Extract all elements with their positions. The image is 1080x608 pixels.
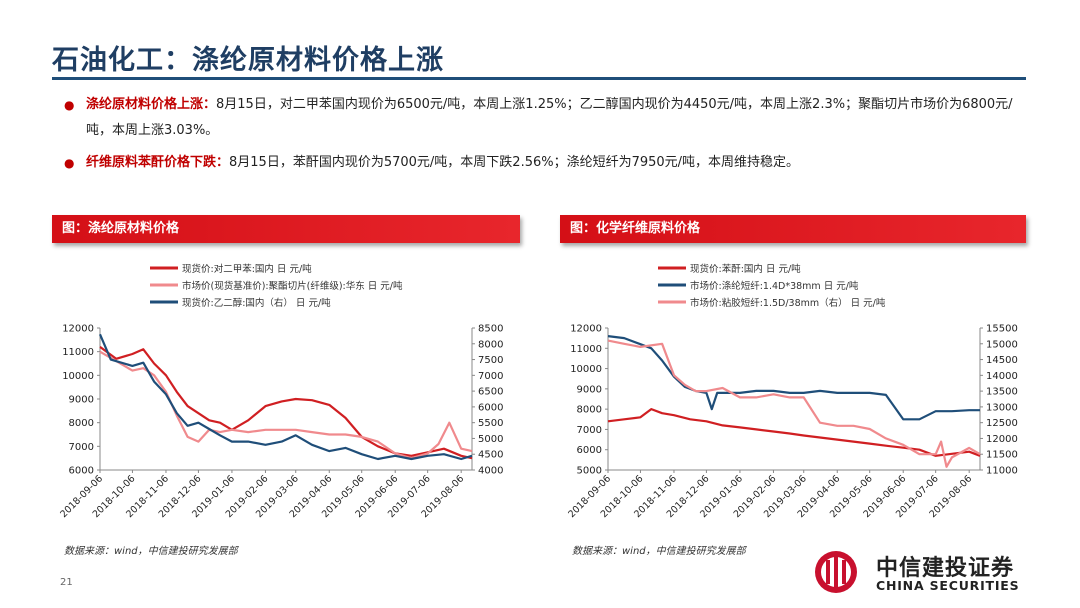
brand-name-cn: 中信建投证券 xyxy=(876,556,1015,581)
y-right-tick-label: 5000 xyxy=(478,434,503,445)
y-left-tick-label: 10000 xyxy=(570,364,602,375)
y-right-tick-label: 12500 xyxy=(986,418,1018,429)
title-divider xyxy=(52,77,1026,80)
chart-banner-left: 图：涤纶原材料价格 xyxy=(52,215,520,243)
y-right-tick-label: 11000 xyxy=(986,466,1018,477)
y-right-tick-label: 4000 xyxy=(478,466,503,477)
y-right-tick-label: 14000 xyxy=(986,371,1018,382)
bullet-text: 8月15日，对二甲苯国内现价为6500元/吨，本周上涨1.25%；乙二醇国内现价… xyxy=(86,97,1013,138)
y-left-tick-label: 11000 xyxy=(62,347,94,358)
source-note-right: 数据来源：wind，中信建投研究发展部 xyxy=(572,546,746,557)
y-left-tick-label: 9000 xyxy=(69,395,94,406)
series-line xyxy=(99,350,473,460)
y-left-tick-label: 9000 xyxy=(577,384,602,395)
y-right-tick-label: 7000 xyxy=(478,371,503,382)
y-right-tick-label: 11500 xyxy=(986,450,1018,461)
legend-label: 市场价:粘胶短纤:1.5D/38mm（右） 日 元/吨 xyxy=(690,297,886,309)
y-right-tick-label: 5500 xyxy=(478,418,503,429)
series-line xyxy=(98,333,473,461)
y-left-tick-label: 7000 xyxy=(69,442,94,453)
y-left-tick-label: 8000 xyxy=(577,405,602,416)
bullet-text: 8月15日，苯酐国内现价为5700元/吨，本周下跌2.56%；涤纶短纤为7950… xyxy=(229,155,800,170)
legend-label: 现货价:对二甲苯:国内 日 元/吨 xyxy=(182,263,312,275)
legend-label: 现货价:乙二醇:国内（右） 日 元/吨 xyxy=(182,297,331,309)
y-right-tick-label: 15000 xyxy=(986,339,1018,350)
brand-name-en: CHINA SECURITIES xyxy=(876,578,1020,593)
bullet-item: ● 涤纶原材料价格上涨：8月15日，对二甲苯国内现价为6500元/吨，本周上涨1… xyxy=(62,92,1022,144)
y-right-tick-label: 15500 xyxy=(986,324,1018,335)
series-line xyxy=(607,339,981,468)
bullet-dot-icon: ● xyxy=(64,98,75,112)
y-right-tick-label: 8000 xyxy=(478,339,503,350)
y-left-tick-label: 6000 xyxy=(577,445,602,456)
citic-logo-icon xyxy=(815,551,857,593)
series-line xyxy=(607,335,980,421)
legend-label: 市场价:涤纶短纤:1.4D*38mm 日 元/吨 xyxy=(690,280,859,292)
page-number: 21 xyxy=(60,577,73,588)
y-left-tick-label: 11000 xyxy=(570,344,602,355)
y-left-tick-label: 5000 xyxy=(577,466,602,477)
bullet-dot-icon: ● xyxy=(64,156,75,170)
y-right-tick-label: 4500 xyxy=(478,450,503,461)
y-right-tick-label: 8500 xyxy=(478,324,503,335)
y-right-tick-label: 14500 xyxy=(986,355,1018,366)
y-left-tick-label: 8000 xyxy=(69,418,94,429)
chart-banner-right: 图：化学纤维原料价格 xyxy=(560,215,1026,243)
page-title: 石油化工：涤纶原材料价格上涨 xyxy=(52,45,444,76)
y-left-tick-label: 12000 xyxy=(62,324,94,335)
y-left-tick-label: 12000 xyxy=(570,324,602,335)
y-right-tick-label: 6500 xyxy=(478,387,503,398)
y-right-tick-label: 6000 xyxy=(478,402,503,413)
series-line xyxy=(607,408,981,457)
y-right-tick-label: 7500 xyxy=(478,355,503,366)
y-left-tick-label: 10000 xyxy=(62,371,94,382)
bullet-heading: 涤纶原材料价格上涨： xyxy=(86,97,217,112)
source-note-left: 数据来源：wind，中信建投研究发展部 xyxy=(64,546,238,557)
y-right-tick-label: 12000 xyxy=(986,434,1018,445)
bullet-heading: 纤维原料苯酐价格下跌： xyxy=(86,155,230,170)
summary-bullets: ● 涤纶原材料价格上涨：8月15日，对二甲苯国内现价为6500元/吨，本周上涨1… xyxy=(62,92,1022,176)
y-right-tick-label: 13000 xyxy=(986,402,1018,413)
y-left-tick-label: 7000 xyxy=(577,425,602,436)
legend-label: 现货价:苯酐:国内 日 元/吨 xyxy=(690,263,801,275)
chart-polyester-materials: 现货价:对二甲苯:国内 日 元/吨市场价(现货基准价):聚酯切片(纤维级):华东… xyxy=(58,263,503,520)
y-right-tick-label: 13500 xyxy=(986,387,1018,398)
bullet-item: ● 纤维原料苯酐价格下跌：8月15日，苯酐国内现价为5700元/吨，本周下跌2.… xyxy=(62,150,1022,176)
y-left-tick-label: 6000 xyxy=(69,466,94,477)
legend-label: 市场价(现货基准价):聚酯切片(纤维级):华东 日 元/吨 xyxy=(182,280,403,292)
series-line xyxy=(99,346,473,460)
brand-logo: 中信建投证券 CHINA SECURITIES xyxy=(812,548,1042,596)
